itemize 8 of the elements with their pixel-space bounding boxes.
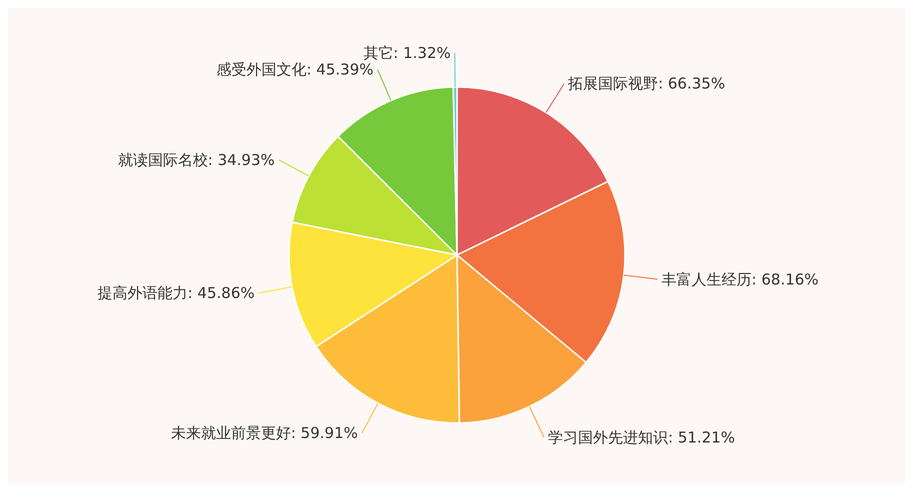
- slice-label: 丰富人生经历: 68.16%: [662, 270, 819, 288]
- slice-label: 未来就业前景更好: 59.91%: [170, 424, 358, 442]
- slice-label: 提高外语能力: 45.86%: [98, 284, 255, 302]
- slice-label: 就读国际名校: 34.93%: [118, 150, 275, 169]
- slice-label: 学习国外先进知识: 51.21%: [548, 428, 736, 446]
- slice-label: 拓展国际视野: 66.35%: [567, 74, 726, 93]
- slice-label: 感受外国文化: 45.39%: [216, 60, 374, 78]
- slice-label: 其它: 1.32%: [363, 44, 451, 62]
